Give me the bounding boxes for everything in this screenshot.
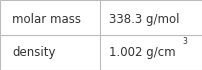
Text: 338.3 g/mol: 338.3 g/mol (109, 13, 180, 26)
Text: molar mass: molar mass (12, 13, 81, 26)
Text: 1.002 g/cm: 1.002 g/cm (109, 46, 176, 59)
Text: density: density (12, 46, 56, 59)
Text: 3: 3 (182, 37, 187, 46)
